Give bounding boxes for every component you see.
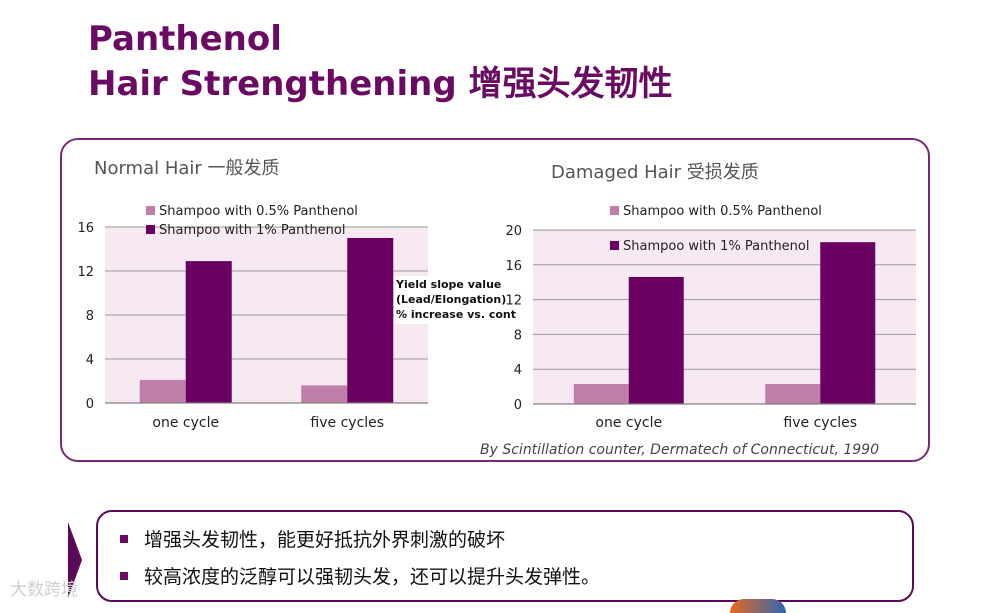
y-tick-label: 4: [86, 353, 94, 368]
x-category-label: one cycle: [152, 415, 219, 431]
y-axis-label: (Lead/Elongation): [396, 293, 506, 306]
page-title-line1: Panthenol: [88, 19, 282, 59]
bar: [185, 261, 232, 403]
y-tick-label: 0: [86, 397, 94, 412]
legend-label: Shampoo with 1% Panthenol: [623, 239, 809, 254]
ylabel-background: [394, 276, 506, 324]
bar: [765, 383, 821, 404]
side-arrow-decoration: [68, 522, 82, 598]
y-tick-label: 8: [514, 328, 522, 343]
y-tick-label: 16: [505, 259, 522, 274]
legend-swatch: [610, 241, 619, 250]
bullet-item: 增强头发韧性，能更好抵抗外界刺激的破坏: [120, 525, 505, 552]
bullet-box: 增强头发韧性，能更好抵抗外界刺激的破坏 较高浓度的泛醇可以强韧头发，还可以提升头…: [96, 510, 914, 602]
x-category-label: five cycles: [310, 415, 384, 431]
y-tick-label: 16: [77, 221, 94, 236]
y-tick-label: 0: [514, 398, 522, 413]
bar: [820, 242, 876, 404]
legend-swatch: [146, 225, 155, 234]
bullet-square-icon: [120, 571, 128, 580]
page-title-line2: Hair Strengthening 增强头发韧性: [88, 64, 673, 104]
chart-panel: [60, 138, 930, 462]
y-axis-label: Yield slope value: [395, 278, 501, 291]
y-tick-label: 20: [505, 224, 522, 239]
bar: [139, 379, 186, 403]
normal-hair-chart-title: Normal Hair 一般发质: [94, 158, 280, 179]
bar: [628, 276, 684, 404]
bullet-text: 增强头发韧性，能更好抵抗外界刺激的破坏: [144, 529, 506, 551]
legend-label: Shampoo with 0.5% Panthenol: [159, 204, 358, 219]
bar: [301, 385, 348, 403]
y-tick-label: 4: [514, 363, 522, 378]
damaged-hair-chart-title: Damaged Hair 受损发质: [551, 162, 759, 183]
y-axis-label: % increase vs. cont: [396, 308, 516, 321]
legend-label: Shampoo with 0.5% Panthenol: [623, 204, 822, 219]
source-note: By Scintillation counter, Dermatech of C…: [480, 442, 879, 458]
legend-swatch: [610, 206, 619, 215]
bullet-item: 较高浓度的泛醇可以强韧头发，还可以提升头发弹性。: [120, 562, 600, 589]
bullet-text: 较高浓度的泛醇可以强韧头发，还可以提升头发弹性。: [144, 566, 601, 588]
bar: [347, 238, 394, 403]
x-category-label: one cycle: [595, 415, 662, 431]
watermark-logo: 大数跨境: [10, 580, 78, 600]
y-tick-label: 12: [505, 294, 522, 309]
bullet-square-icon: [120, 534, 128, 543]
y-tick-label: 12: [77, 265, 94, 280]
legend-label: Shampoo with 1% Panthenol: [159, 223, 345, 238]
legend-swatch: [146, 206, 155, 215]
y-tick-label: 8: [86, 309, 94, 324]
bar: [573, 383, 629, 404]
corner-logo: [730, 599, 786, 613]
x-category-label: five cycles: [783, 415, 857, 431]
